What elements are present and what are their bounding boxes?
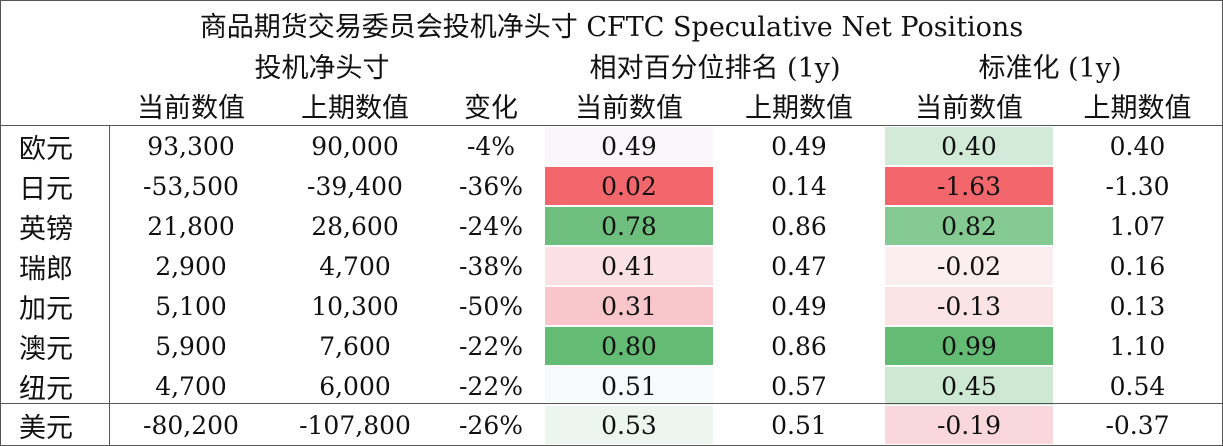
currency-name: 日元 — [19, 173, 73, 205]
std-previous-value: 0.54 — [1109, 371, 1166, 401]
currency-name: 瑞郎 — [19, 253, 73, 285]
pct-current-value: 0.78 — [545, 207, 713, 245]
std-previous-value: 0.13 — [1109, 291, 1166, 321]
pct-previous-value: 0.86 — [771, 331, 827, 361]
net-current-value: 2,900 — [155, 251, 227, 281]
subheader-net-previous: 上期数值 — [301, 92, 409, 124]
change-value: -24% — [458, 211, 523, 241]
net-previous-value: 4,700 — [319, 251, 391, 281]
pct-current-value: 0.80 — [545, 327, 713, 365]
net-previous-value: 10,300 — [311, 291, 399, 321]
std-current-value: -0.19 — [885, 406, 1053, 444]
pct-previous-value: 0.51 — [771, 410, 827, 440]
pct-previous-value: 0.57 — [771, 371, 827, 401]
pct-previous-value: 0.49 — [771, 291, 827, 321]
group-standardized: 标准化 (1y) — [978, 52, 1122, 84]
table-row: 美元 -80,200 -107,800 -26% 0.53 0.51 -0.19 -0.37 — [1, 405, 1222, 445]
pct-current-value: 0.31 — [545, 287, 713, 325]
subheader-net-current: 当前数值 — [137, 92, 245, 124]
std-current-value: 0.40 — [885, 127, 1053, 165]
table-title: 商品期货交易委员会投机净头寸 CFTC Speculative Net Posi… — [199, 11, 1024, 43]
table-row: 澳元 5,900 7,600 -22% 0.80 0.86 0.99 1.10 — [1, 326, 1222, 366]
net-previous-value: 90,000 — [311, 131, 399, 161]
group-net-positions: 投机净头寸 — [254, 52, 390, 84]
net-previous-value: 6,000 — [319, 371, 391, 401]
change-value: -22% — [458, 371, 523, 401]
pct-previous-value: 0.86 — [771, 211, 827, 241]
pct-current-value: 0.51 — [545, 367, 713, 405]
std-previous-value: 1.10 — [1109, 331, 1166, 361]
subheader-std-previous: 上期数值 — [1083, 92, 1192, 124]
table-row: 纽元 4,700 6,000 -22% 0.51 0.57 0.45 0.54 — [1, 366, 1222, 406]
change-value: -26% — [458, 410, 523, 440]
pct-current-value: 0.02 — [545, 167, 713, 205]
net-current-value: 5,900 — [155, 331, 227, 361]
net-current-value: 5,100 — [155, 291, 227, 321]
net-previous-value: -39,400 — [307, 171, 403, 201]
subheader-row: 当前数值 上期数值 变化 当前数值 上期数值 当前数值 上期数值 — [1, 85, 1222, 125]
currency-name: 加元 — [19, 293, 73, 325]
net-previous-value: 28,600 — [311, 211, 399, 241]
usd-divider — [1, 403, 1222, 404]
std-previous-value: -0.37 — [1105, 410, 1170, 440]
change-value: -22% — [458, 331, 523, 361]
change-value: -36% — [458, 171, 523, 201]
header-divider — [1, 125, 1222, 126]
net-current-value: -80,200 — [143, 410, 239, 440]
change-value: -4% — [466, 131, 516, 161]
currency-name: 英镑 — [19, 213, 73, 245]
net-current-value: 93,300 — [147, 131, 235, 161]
pct-previous-value: 0.49 — [771, 131, 827, 161]
std-current-value: 0.82 — [885, 207, 1053, 245]
change-value: -38% — [458, 251, 523, 281]
net-current-value: 21,800 — [147, 211, 235, 241]
std-current-value: -0.13 — [885, 287, 1053, 325]
pct-current-value: 0.49 — [545, 127, 713, 165]
subheader-std-current: 当前数值 — [915, 92, 1023, 124]
pct-previous-value: 0.14 — [771, 171, 827, 201]
table-row: 加元 5,100 10,300 -50% 0.31 0.49 -0.13 0.13 — [1, 286, 1222, 326]
net-previous-value: -107,800 — [299, 410, 411, 440]
title-row: 商品期货交易委员会投机净头寸 CFTC Speculative Net Posi… — [1, 4, 1222, 44]
std-current-value: -0.02 — [885, 247, 1053, 285]
label-column-divider — [109, 125, 110, 445]
net-current-value: -53,500 — [143, 171, 239, 201]
std-current-value: -1.63 — [885, 167, 1053, 205]
table-row: 日元 -53,500 -39,400 -36% 0.02 0.14 -1.63 -1.30 — [1, 166, 1222, 206]
std-previous-value: 1.07 — [1109, 211, 1166, 241]
currency-name: 欧元 — [19, 133, 73, 165]
subheader-pct-current: 当前数值 — [575, 92, 683, 124]
std-current-value: 0.99 — [885, 327, 1053, 365]
group-percentile-rank: 相对百分位排名 (1y) — [589, 52, 841, 84]
table-row: 英镑 21,800 28,600 -24% 0.78 0.86 0.82 1.07 — [1, 206, 1222, 246]
table-row: 瑞郎 2,900 4,700 -38% 0.41 0.47 -0.02 0.16 — [1, 246, 1222, 286]
std-previous-value: -1.30 — [1105, 171, 1170, 201]
change-value: -50% — [458, 291, 523, 321]
table-row: 欧元 93,300 90,000 -4% 0.49 0.49 0.40 0.40 — [1, 126, 1222, 166]
currency-name: 纽元 — [19, 373, 73, 405]
pct-current-value: 0.41 — [545, 247, 713, 285]
group-header-row: 投机净头寸 相对百分位排名 (1y) 标准化 (1y) — [1, 45, 1222, 85]
std-previous-value: 0.16 — [1109, 251, 1166, 281]
subheader-change: 变化 — [464, 92, 518, 124]
std-current-value: 0.45 — [885, 367, 1053, 405]
net-previous-value: 7,600 — [319, 331, 391, 361]
subheader-pct-previous: 上期数值 — [745, 92, 853, 124]
pct-current-value: 0.53 — [545, 406, 713, 444]
currency-name: 澳元 — [19, 333, 73, 365]
pct-previous-value: 0.47 — [771, 251, 827, 281]
net-current-value: 4,700 — [155, 371, 227, 401]
std-previous-value: 0.40 — [1109, 131, 1166, 161]
currency-name: 美元 — [19, 412, 73, 444]
